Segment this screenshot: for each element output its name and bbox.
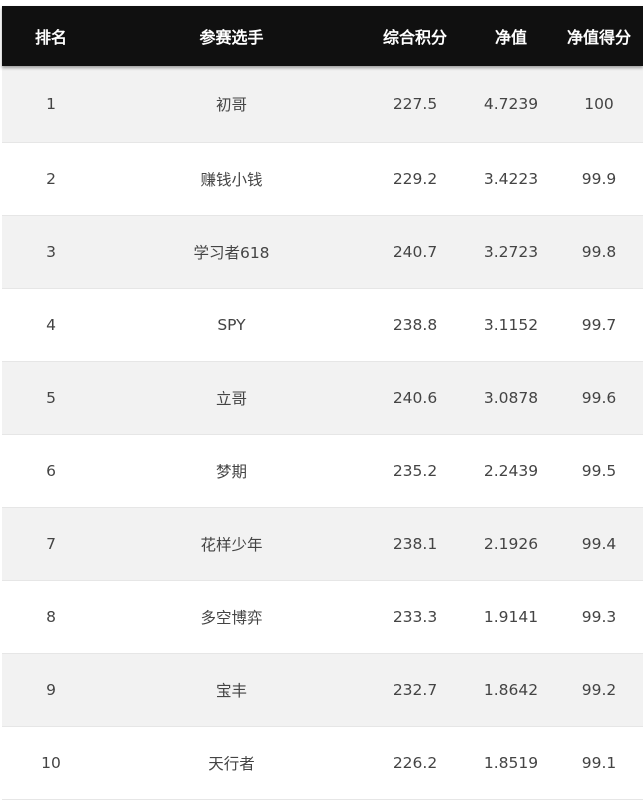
rank-cell: 7 (46, 535, 56, 553)
nav-score-cell: 99.7 (581, 316, 617, 334)
nav-score-cell: 100 (584, 95, 614, 113)
player-cell: 梦期 (215, 463, 247, 481)
table-row: 10 天行者 226.2 1.8519 99.1 (2, 727, 643, 800)
nav-cell: 3.0878 (483, 389, 539, 407)
score-cell: 233.3 (392, 608, 438, 626)
nav-score-cell: 99.2 (581, 681, 617, 699)
score-cell: 235.2 (392, 462, 438, 480)
score-cell: 240.7 (392, 243, 438, 261)
table-row: 8 多空博弈 233.3 1.9141 99.3 (2, 581, 643, 654)
score-cell: 229.2 (392, 170, 438, 188)
nav-score-cell: 99.5 (581, 462, 617, 480)
rank-cell: 10 (41, 754, 61, 772)
player-cell: 立哥 (215, 390, 247, 408)
nav-cell: 3.4223 (483, 170, 539, 188)
table-row: 6 梦期 235.2 2.2439 99.5 (2, 435, 643, 508)
nav-cell: 3.1152 (483, 316, 539, 334)
table-row: 3 学习者618 240.7 3.2723 99.8 (2, 216, 643, 289)
ranking-table: 排名 参赛选手 综合积分 净值 净值得分 1 初哥 227.5 4.7239 1… (2, 6, 643, 800)
score-cell: 226.2 (392, 754, 438, 772)
header-rank: 排名 (34, 28, 67, 47)
nav-score-cell: 99.9 (581, 170, 617, 188)
score-cell: 232.7 (392, 681, 438, 699)
header-nav: 净值 (494, 28, 527, 47)
nav-cell: 2.1926 (483, 535, 539, 553)
table-row: 9 宝丰 232.7 1.8642 99.2 (2, 654, 643, 727)
header-score: 综合积分 (382, 28, 447, 47)
nav-score-cell: 99.6 (581, 389, 617, 407)
rank-cell: 6 (46, 462, 56, 480)
player-cell: SPY (217, 316, 246, 334)
player-cell: 天行者 (208, 755, 255, 773)
player-cell: 初哥 (215, 96, 247, 114)
player-cell: 花样少年 (200, 536, 263, 554)
nav-cell: 1.8642 (483, 681, 539, 699)
nav-cell: 4.7239 (483, 95, 539, 113)
table-row: 7 花样少年 238.1 2.1926 99.4 (2, 508, 643, 581)
player-cell: 学习者618 (193, 244, 270, 262)
nav-cell: 1.9141 (483, 608, 539, 626)
rank-cell: 5 (46, 389, 56, 407)
table-row: 1 初哥 227.5 4.7239 100 (2, 66, 643, 143)
player-cell: 宝丰 (215, 682, 247, 700)
rank-cell: 2 (46, 170, 56, 188)
table-row: 2 赚钱小钱 229.2 3.4223 99.9 (2, 143, 643, 216)
nav-score-cell: 99.4 (581, 535, 617, 553)
rank-cell: 8 (46, 608, 56, 626)
nav-cell: 1.8519 (483, 754, 539, 772)
nav-score-cell: 99.8 (581, 243, 617, 261)
header-nav-score: 净值得分 (566, 28, 631, 47)
rank-cell: 1 (46, 95, 56, 113)
score-cell: 238.1 (392, 535, 438, 553)
nav-score-cell: 99.1 (581, 754, 617, 772)
nav-cell: 3.2723 (483, 243, 539, 261)
player-cell: 多空博弈 (200, 609, 263, 627)
rank-cell: 3 (46, 243, 56, 261)
table-header: 排名 参赛选手 综合积分 净值 净值得分 (2, 6, 643, 66)
nav-score-cell: 99.3 (581, 608, 617, 626)
score-cell: 240.6 (392, 389, 438, 407)
score-cell: 238.8 (392, 316, 438, 334)
table-row: 4 SPY 238.8 3.1152 99.7 (2, 289, 643, 362)
rank-cell: 4 (46, 316, 56, 334)
nav-cell: 2.2439 (483, 462, 539, 480)
player-cell: 赚钱小钱 (200, 171, 263, 189)
table-row: 5 立哥 240.6 3.0878 99.6 (2, 362, 643, 435)
header-player: 参赛选手 (199, 28, 264, 47)
rank-cell: 9 (46, 681, 56, 699)
score-cell: 227.5 (392, 95, 438, 113)
